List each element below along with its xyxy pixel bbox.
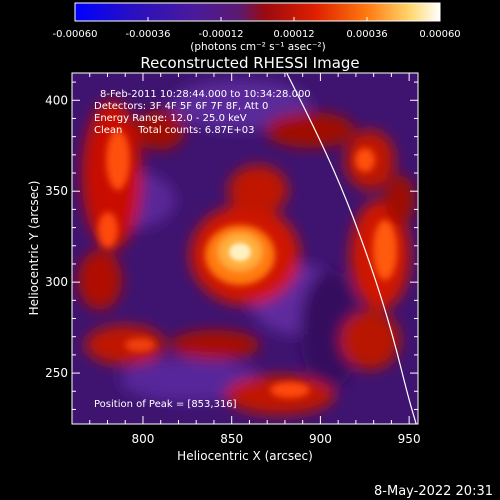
colorbar-tick-label: 0.00036 xyxy=(346,29,387,40)
plot-frame xyxy=(71,72,419,425)
annotation-energy-range: Energy Range: 12.0 - 25.0 keV xyxy=(94,113,247,124)
colorbar xyxy=(74,2,441,22)
heatmap-image xyxy=(72,73,418,424)
colorbar-tick-label: -0.00060 xyxy=(53,29,98,40)
x-tick-label: 950 xyxy=(398,432,421,446)
annotation-detectors: Detectors: 3F 4F 5F 6F 7F 8F, Att 0 xyxy=(94,101,268,112)
x-tick-label: 850 xyxy=(220,432,243,446)
colorbar-ticks: -0.00060 -0.00036 -0.00012 0.00012 0.00036 0.… xyxy=(53,17,461,40)
colorbar-tick-label: 0.00060 xyxy=(419,29,460,40)
y-axis-ticks: 250 300 350 400 xyxy=(45,81,418,410)
colorbar-unit-label: (photons cm⁻² s⁻¹ asec⁻²) xyxy=(190,41,325,53)
x-tick-label: 800 xyxy=(132,432,155,446)
y-axis-label: Heliocentric Y (arcsec) xyxy=(27,181,41,316)
x-tick-label: 900 xyxy=(309,432,332,446)
x-axis-label: Heliocentric X (arcsec) xyxy=(177,449,313,463)
y-tick-label: 350 xyxy=(45,184,68,198)
y-tick-label: 400 xyxy=(45,93,68,107)
colorbar-tick-label: 0.00012 xyxy=(273,29,314,40)
x-axis-ticks: 800 850 900 950 xyxy=(89,73,421,446)
colorbar-tick-label: -0.00036 xyxy=(126,29,171,40)
annotation-block: 8-Feb-2011 10:28:44.000 to 10:34:28.000 … xyxy=(94,89,311,410)
annotation-peak-position: Position of Peak = [853,316] xyxy=(94,399,237,410)
chart-title: Reconstructed RHESSI Image xyxy=(140,54,359,72)
solar-limb-curve xyxy=(286,73,417,424)
annotation-time-range: 8-Feb-2011 10:28:44.000 to 10:34:28.000 xyxy=(100,89,311,100)
y-tick-label: 300 xyxy=(45,275,68,289)
y-tick-label: 250 xyxy=(45,366,68,380)
date-stamp: 8-May-2022 20:31 xyxy=(374,484,493,499)
annotation-clean-counts: Clean Total counts: 6.87E+03 xyxy=(94,125,254,136)
colorbar-tick-label: -0.00012 xyxy=(199,29,244,40)
